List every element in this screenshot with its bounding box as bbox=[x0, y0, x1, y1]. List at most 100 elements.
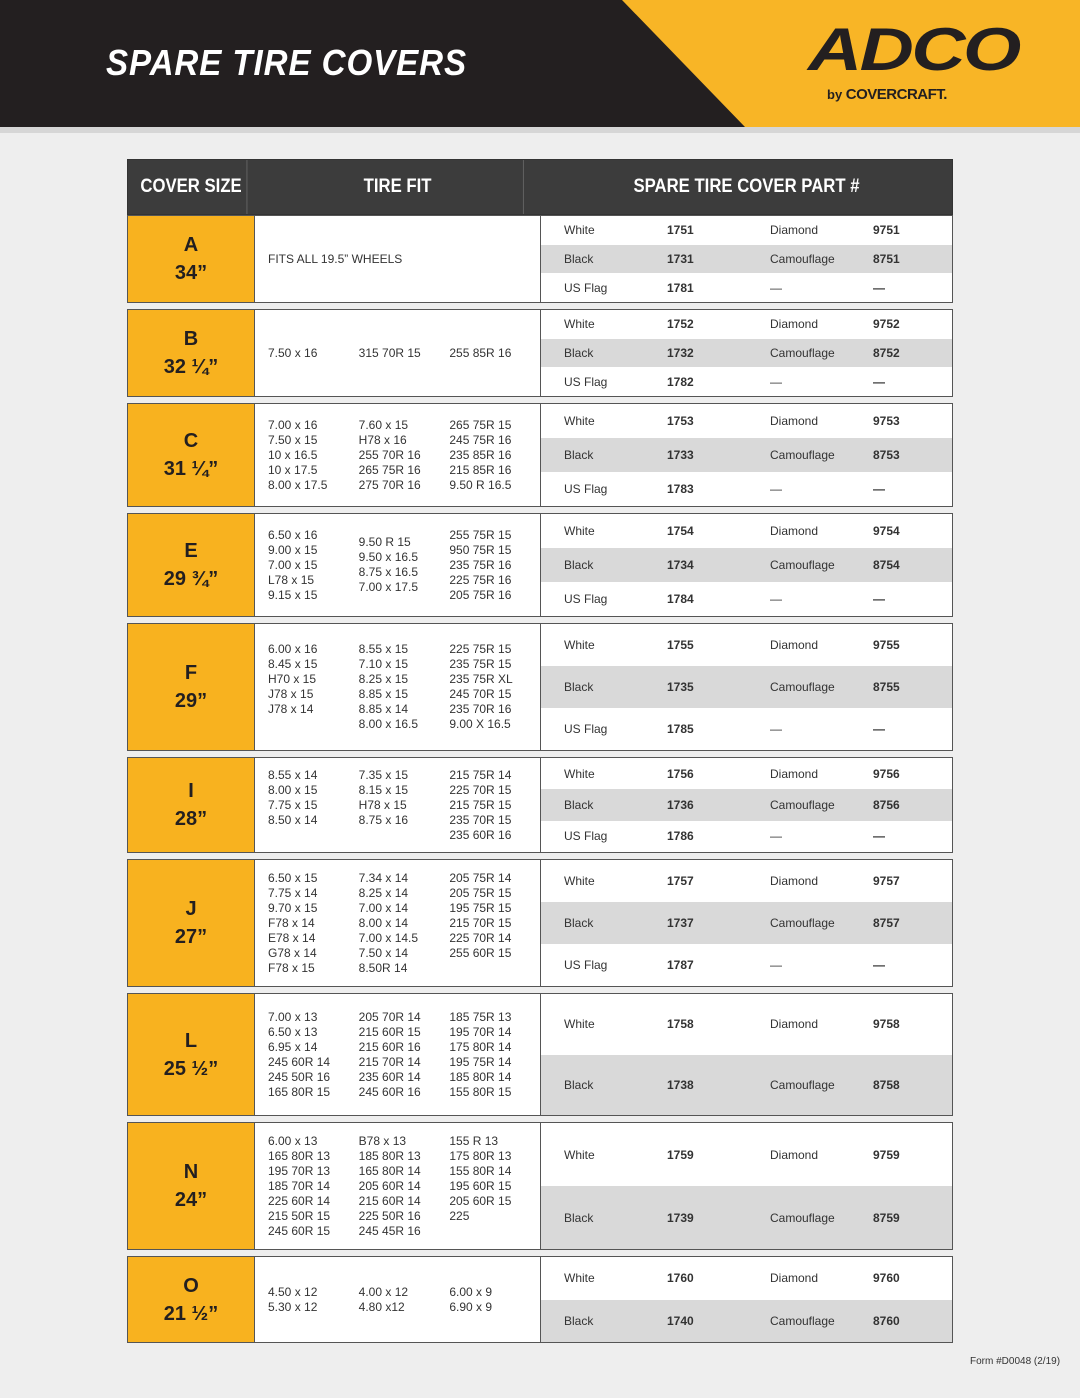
pattern-label: Camouflage bbox=[770, 558, 835, 572]
part-row: US Flag 1786 — — bbox=[541, 821, 952, 852]
tire-size: 7.35 x 15 bbox=[358, 767, 409, 782]
tire-fit-column: 255 85R 16 bbox=[449, 346, 540, 361]
tire-size: 225 75R 16 bbox=[449, 572, 512, 587]
form-number: Form #D0048 (2/19) bbox=[970, 1356, 1061, 1367]
pattern-label: — bbox=[770, 958, 782, 972]
tire-fit-column: 225 75R 15 235 75R 15 235 75R XL 245 70R 15… bbox=[449, 642, 540, 732]
tire-fit-column: 185 75R 13 195 70R 14 175 80R 14 195 75R 14… bbox=[449, 1010, 540, 1100]
pattern-part-number: 9756 bbox=[873, 766, 900, 781]
color-label: White bbox=[564, 317, 595, 332]
part-number: 1731 bbox=[667, 252, 694, 266]
tire-size: 6.00 x 9 bbox=[449, 1284, 493, 1299]
tire-size: 4.00 x 12 bbox=[358, 1284, 409, 1299]
tire-fit-cell: 4.50 x 12 5.30 x 12 4.00 x 12 4.80 x12 6.00 … bbox=[255, 1257, 541, 1342]
tire-size: 9.70 x 15 bbox=[268, 900, 318, 915]
tire-size: 205 75R 16 bbox=[449, 587, 512, 602]
cover-letter: F bbox=[184, 662, 198, 684]
pattern-label: Diamond bbox=[770, 524, 819, 538]
part-number: 1782 bbox=[667, 374, 694, 389]
cover-letter: O bbox=[183, 1274, 199, 1297]
pattern-label: — bbox=[770, 280, 782, 295]
pattern-part-number: 8760 bbox=[873, 1313, 900, 1328]
part-row: US Flag 1787 — — bbox=[541, 944, 952, 986]
tire-size: 235 75R 15 bbox=[449, 657, 512, 671]
tire-size: 7.00 x 14 bbox=[358, 900, 409, 915]
pattern-part-number: 8756 bbox=[873, 797, 900, 812]
cover-size-cell: L 25 ½” bbox=[128, 994, 255, 1115]
tire-size: 7.10 x 15 bbox=[358, 657, 409, 671]
cover-size: 25 ½” bbox=[163, 1057, 219, 1080]
part-number: 1783 bbox=[667, 482, 694, 496]
color-label: Black bbox=[564, 797, 594, 812]
tire-size: H78 x 16 bbox=[358, 432, 407, 447]
part-number: 1787 bbox=[667, 958, 694, 972]
tire-size: 225 70R 14 bbox=[449, 930, 512, 945]
tire-size: 8.85 x 15 bbox=[358, 687, 409, 701]
tire-size: 7.34 x 14 bbox=[358, 870, 409, 885]
tire-size: 205 60R 14 bbox=[358, 1178, 421, 1193]
header-tire-fit: TIRE FIT bbox=[272, 160, 524, 214]
pattern-label: Diamond bbox=[770, 874, 819, 888]
tire-size: 8.85 x 14 bbox=[358, 702, 409, 716]
tire-fit-column: 4.00 x 12 4.80 x12 bbox=[359, 1285, 450, 1315]
tire-size: 155 80R 15 bbox=[449, 1084, 512, 1099]
pattern-part-number: — bbox=[873, 482, 885, 496]
part-number: 1740 bbox=[667, 1313, 694, 1328]
tire-size: 6.95 x 14 bbox=[268, 1039, 318, 1054]
tire-size: 215 70R 15 bbox=[449, 915, 512, 930]
cover-size-cell: C 31 ¼” bbox=[128, 404, 255, 506]
tire-size: 245 60R 16 bbox=[358, 1084, 421, 1099]
tire-size: 195 70R 14 bbox=[449, 1024, 512, 1039]
tire-size: 215 60R 15 bbox=[358, 1024, 421, 1039]
tire-size: 8.00 x 15 bbox=[268, 782, 318, 797]
tire-size: 235 60R 16 bbox=[449, 827, 512, 842]
part-number: 1759 bbox=[667, 1147, 694, 1162]
pattern-label: Camouflage bbox=[770, 448, 835, 462]
tire-size: J78 x 15 bbox=[268, 687, 314, 701]
tire-size: 9.00 x 15 bbox=[268, 542, 318, 557]
pattern-label: Camouflage bbox=[770, 797, 835, 812]
size-group-c: C 31 ¼” 7.00 x 16 7.50 x 15 10 x 16.5 10 x 17… bbox=[127, 403, 953, 507]
tire-size: 225 75R 15 bbox=[449, 642, 512, 656]
spare-tire-table: COVER SIZE TIRE FIT SPARE TIRE COVER PAR… bbox=[127, 159, 953, 1349]
pattern-part-number: 9752 bbox=[873, 317, 900, 332]
pattern-label: Diamond bbox=[770, 638, 819, 652]
tire-size: 8.00 x 17.5 bbox=[268, 477, 328, 492]
cover-size-cell: B 32 ¼” bbox=[128, 310, 255, 396]
pattern-label: Diamond bbox=[770, 1017, 819, 1032]
pattern-label: Diamond bbox=[770, 414, 819, 428]
part-row: Black 1737 Camouflage 8757 bbox=[541, 902, 952, 944]
pattern-label: Camouflage bbox=[770, 916, 835, 930]
tire-size: 6.00 x 16 bbox=[268, 642, 318, 656]
tire-size bbox=[449, 1224, 540, 1239]
tire-size: 225 60R 14 bbox=[268, 1193, 331, 1208]
tire-size: H78 x 15 bbox=[358, 797, 407, 812]
cover-size: 31 ¼” bbox=[163, 458, 219, 480]
header-shadow bbox=[0, 127, 1080, 133]
size-group-e: E 29 ¾” 6.50 x 16 9.00 x 15 7.00 x 15 L78 x 1… bbox=[127, 513, 953, 617]
tire-size: 195 75R 15 bbox=[449, 900, 512, 915]
pattern-part-number: 8758 bbox=[873, 1077, 900, 1092]
cover-size: 27” bbox=[174, 926, 208, 948]
tire-fit-cell: 8.55 x 14 8.00 x 15 7.75 x 15 8.50 x 14 7.35… bbox=[255, 758, 541, 852]
cover-size-cell: O 21 ½” bbox=[128, 1257, 255, 1342]
part-numbers-cell: White 1759 Diamond 9759 Black 1739 Camouflage 8… bbox=[541, 1123, 952, 1249]
tire-size: 8.50R 14 bbox=[358, 960, 408, 975]
header-dark-band bbox=[0, 0, 745, 127]
size-group-f: F 29” 6.00 x 16 8.45 x 15 H70 x 15 J78 x 15 J7… bbox=[127, 623, 953, 751]
cover-size: 29” bbox=[174, 690, 208, 712]
logo-main: ADCO bbox=[808, 16, 1021, 83]
tire-size: 205 70R 14 bbox=[358, 1009, 421, 1024]
tire-size: 265 75R 16 bbox=[358, 462, 421, 477]
tire-size: 7.75 x 14 bbox=[268, 885, 318, 900]
size-group-o: O 21 ½” 4.50 x 12 5.30 x 12 4.00 x 12 4.80 x1… bbox=[127, 1256, 953, 1343]
tire-size: 215 70R 14 bbox=[358, 1054, 421, 1069]
tire-size: 315 70R 15 bbox=[358, 345, 421, 360]
tire-size bbox=[359, 828, 450, 843]
size-group-j: J 27” 6.50 x 15 7.75 x 14 9.70 x 15 F78 x 14 E… bbox=[127, 859, 953, 987]
tire-fit-column: 7.60 x 15 H78 x 16 255 70R 16 265 75R 16 275… bbox=[359, 418, 450, 493]
logo-sub: by COVERCRAFT. bbox=[827, 86, 947, 104]
logo-by: by bbox=[827, 87, 843, 102]
part-number: 1733 bbox=[667, 448, 694, 462]
pattern-label: — bbox=[770, 374, 782, 389]
